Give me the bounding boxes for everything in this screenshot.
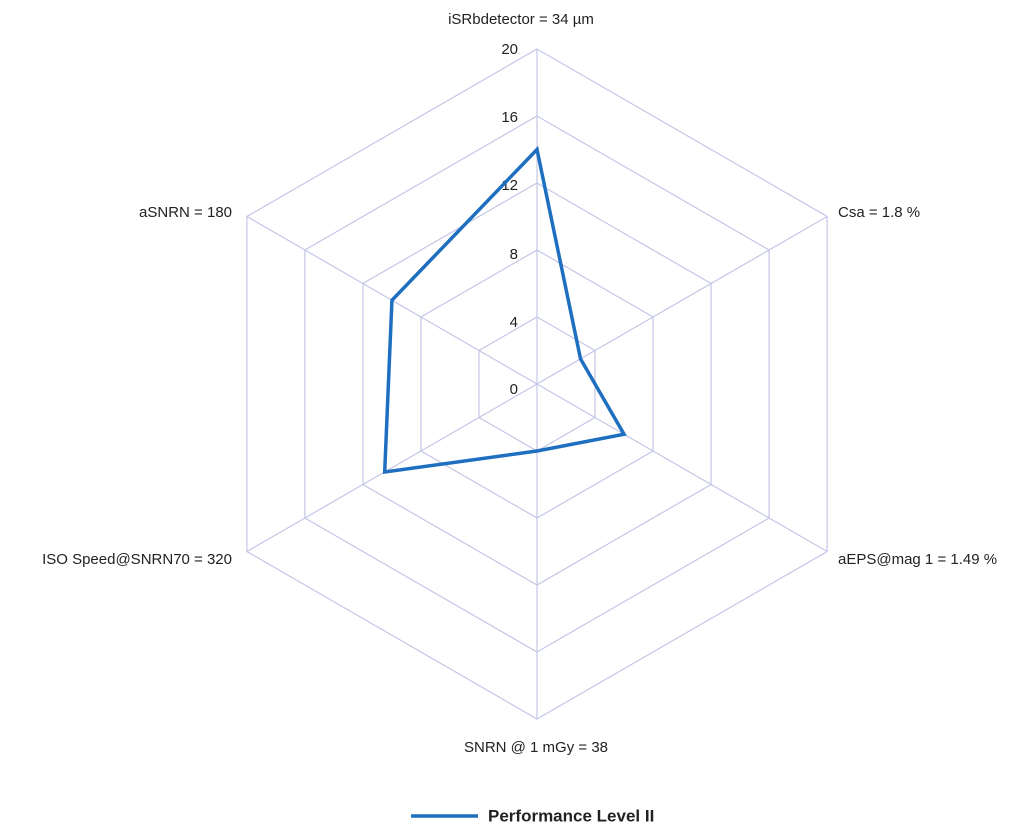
- axis-label-iso-speed: ISO Speed@SNRN70 = 320: [42, 551, 232, 568]
- legend-label: Performance Level II: [488, 806, 654, 825]
- tick-label-20: 20: [501, 41, 518, 58]
- tick-label-16: 16: [501, 109, 518, 126]
- spoke-2: [536, 383, 828, 553]
- tick-label-0: 0: [510, 381, 518, 398]
- tick-label-4: 4: [510, 314, 518, 331]
- axis-label-aeps: aEPS@mag 1 = 1.49 %: [838, 551, 997, 568]
- series-performance-level-ii: [382, 145, 627, 474]
- tick-label-8: 8: [510, 246, 518, 263]
- axis-label-isrbdetector: iSRbdetector = 34 µm: [448, 11, 594, 28]
- axis-label-snrn: SNRN @ 1 mGy = 38: [464, 739, 608, 756]
- axis-label-asnrn: aSNRN = 180: [139, 204, 232, 221]
- spoke-1: [536, 215, 828, 385]
- axis-label-csa: Csa = 1.8 %: [838, 204, 920, 221]
- spoke-4: [246, 383, 538, 553]
- legend: Performance Level II: [411, 806, 654, 825]
- spokes: [246, 49, 828, 719]
